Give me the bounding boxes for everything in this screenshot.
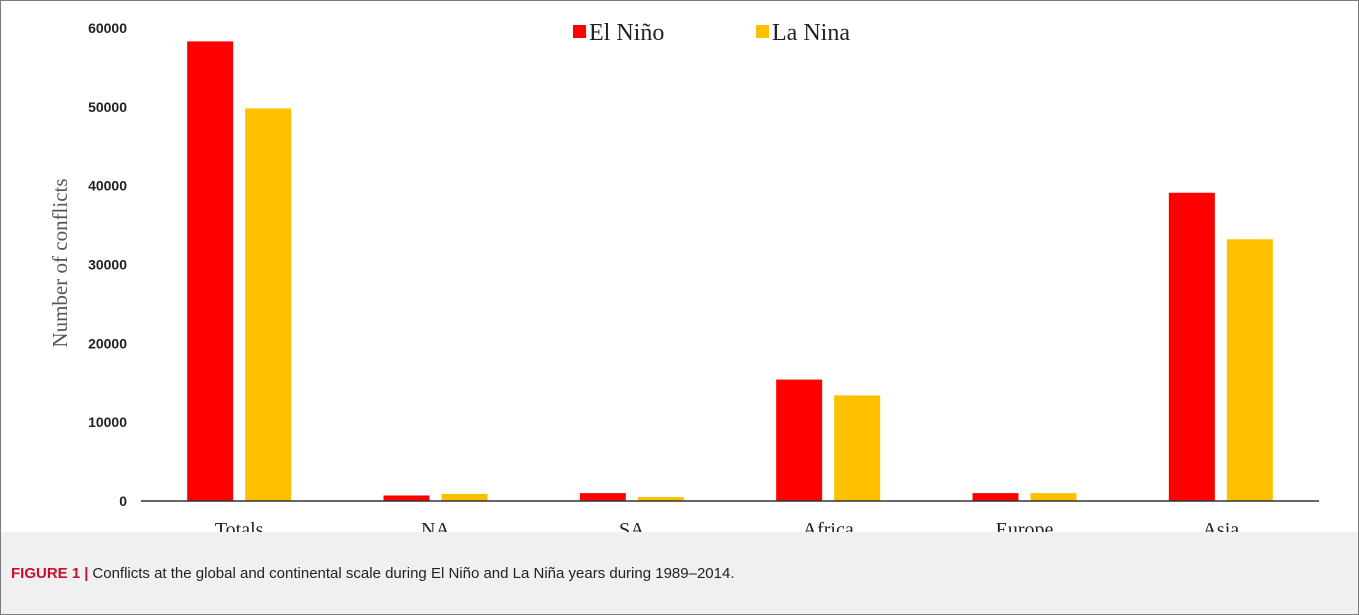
x-tick-label: Totals: [215, 519, 264, 532]
caption-label: FIGURE 1: [11, 565, 81, 582]
bar-chart: 0 10000 20000 30000 40000 50000 60000 Totals NA…: [48, 20, 1319, 532]
bar-el-nino-totals: [187, 41, 234, 501]
caption-bar: FIGURE 1 | Conflicts at the global and con…: [1, 532, 1358, 614]
y-tick-label: 10000: [88, 414, 127, 430]
bar-la-nina-totals: [245, 108, 292, 501]
y-tick-label: 30000: [88, 257, 127, 273]
caption-separator: |: [84, 565, 89, 582]
bar-la-nina-europe: [1030, 493, 1077, 501]
x-tick-label: Europe: [996, 519, 1054, 532]
x-tick-label: Asia: [1202, 519, 1239, 532]
bar-la-nina-na: [441, 493, 488, 501]
legend-swatch-el-nino: [573, 25, 586, 38]
legend-label-la-nina: La Nina: [772, 20, 850, 46]
bar-el-nino-africa: [776, 379, 823, 501]
x-tick-label: NA: [421, 519, 450, 532]
x-category-labels: Totals NA SA Africa Europe Asia: [215, 519, 1239, 532]
caption-text: Conflicts at the global and continental …: [92, 565, 735, 582]
bar-la-nina-asia: [1226, 239, 1273, 502]
y-tick-label: 50000: [88, 99, 127, 115]
bar-el-nino-na: [383, 495, 430, 501]
figure-caption: FIGURE 1 | Conflicts at the global and con…: [11, 565, 734, 582]
bar-el-nino-europe: [972, 493, 1019, 501]
bar-el-nino-sa: [579, 493, 626, 501]
bar-la-nina-sa: [637, 497, 684, 501]
bar-la-nina-africa: [834, 395, 881, 501]
y-tick-label: 60000: [88, 20, 127, 36]
y-tick-label: 0: [119, 493, 127, 509]
y-tick-label: 20000: [88, 335, 127, 351]
y-axis-title: Number of conflicts: [48, 178, 72, 347]
legend: El Niño La Nina: [573, 20, 850, 46]
y-tick-labels: 0 10000 20000 30000 40000 50000 60000: [88, 20, 127, 509]
bars-group: [187, 41, 1273, 502]
legend-label-el-nino: El Niño: [589, 20, 664, 46]
x-tick-label: SA: [619, 519, 645, 532]
y-tick-label: 40000: [88, 178, 127, 194]
x-tick-label: Africa: [803, 519, 854, 532]
legend-swatch-la-nina: [756, 25, 769, 38]
bar-el-nino-asia: [1168, 192, 1215, 502]
